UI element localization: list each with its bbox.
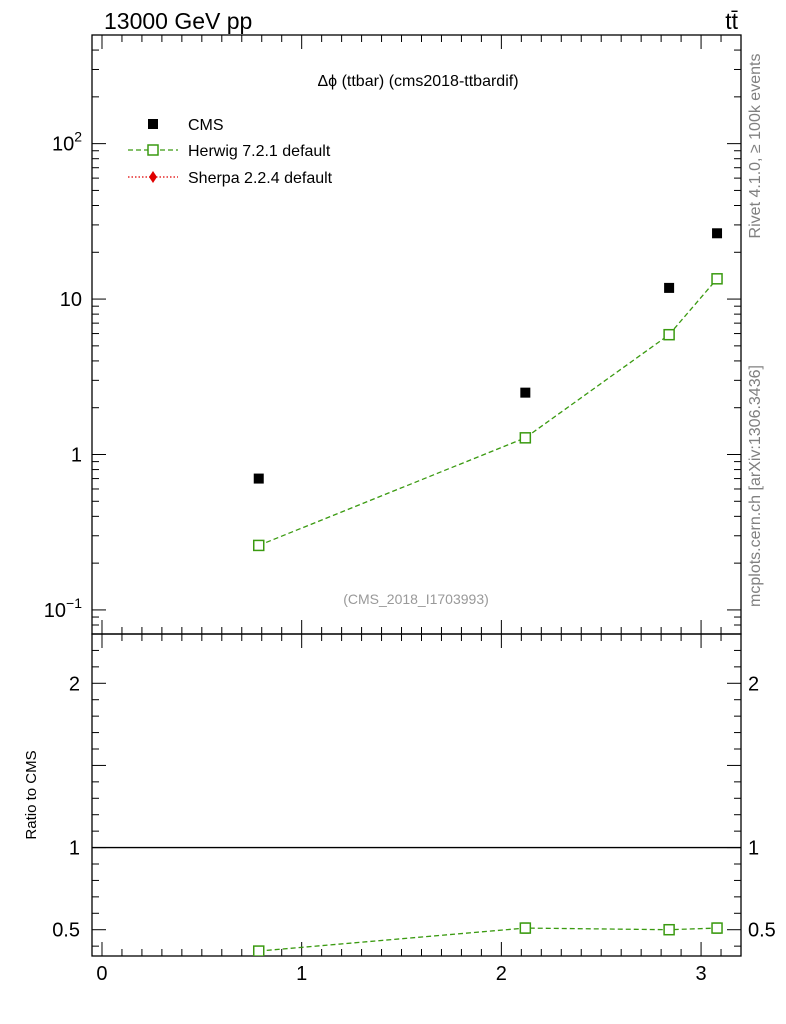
ratio-y-axis-label: Ratio to CMS — [23, 750, 40, 839]
x-tick-label: 2 — [496, 963, 507, 985]
rivet-label: Rivet 4.1.0, ≥ 100k events — [747, 54, 764, 239]
ratio-data-layer — [92, 846, 741, 956]
herwig-ratio-point — [519, 922, 532, 934]
herwig-point — [663, 328, 675, 341]
ratio-axis-ticks — [92, 634, 742, 956]
analysis-watermark: (CMS_2018_I1703993) — [343, 591, 489, 607]
x-tick-label: 1 — [296, 963, 307, 985]
herwig-ratio-point — [663, 923, 675, 936]
x-tick-labels: 0 1 2 3 — [96, 963, 706, 985]
main-y-tick-label: 10−1 — [44, 595, 82, 622]
legend-herwig-marker — [147, 144, 159, 156]
legend-cms-marker — [148, 119, 158, 129]
ratio-y-tick-label-right: 2 — [748, 673, 759, 695]
cms-point — [712, 228, 723, 239]
herwig-ratio-point — [711, 922, 723, 934]
ratio-y-tick-label-left: 1 — [69, 838, 80, 860]
ratio-y-tick-label-left: 2 — [69, 673, 80, 695]
main-y-tick-label: 10 — [60, 289, 82, 311]
main-axis-ticks — [92, 34, 742, 635]
herwig-ratio-line — [258, 927, 718, 952]
main-y-tick-label: 102 — [52, 129, 82, 156]
cms-point — [253, 473, 264, 484]
x-tick-label: 3 — [695, 963, 706, 985]
ratio-plot-panel: 0.5 0.5 1 1 2 2 0 1 2 3 Ratio to CMS — [23, 633, 776, 985]
herwig-line — [258, 278, 718, 547]
header-energy: 13000 GeV pp — [104, 8, 252, 34]
ratio-plot-frame — [91, 633, 742, 957]
plot-title: Δϕ (ttbar) (cms2018-ttbardif) — [317, 73, 518, 90]
legend-sherpa-label: Sherpa 2.2.4 default — [188, 170, 333, 187]
main-y-tick-label: 1 — [71, 444, 82, 466]
herwig-point — [519, 432, 532, 444]
mcplots-label: mcplots.cern.ch [arXiv:1306.3436] — [747, 365, 764, 607]
ratio-y-tick-label-right: 1 — [748, 838, 759, 860]
header-process: tt̄ — [725, 8, 738, 34]
legend-cms-label: CMS — [188, 117, 224, 134]
main-y-tick-labels: 10−1 1 10 102 — [44, 129, 82, 622]
ratio-y-tick-labels: 0.5 0.5 1 1 2 2 — [52, 673, 776, 941]
cms-point — [664, 282, 675, 293]
ratio-y-tick-label-right: 0.5 — [748, 920, 776, 942]
main-plot-panel: 10−1 1 10 102 Δϕ (ttbar) (cms2018-ttbardif)… — [44, 34, 742, 635]
ratio-y-tick-label-left: 0.5 — [52, 920, 80, 942]
herwig-ratio-point — [252, 945, 265, 956]
legend-herwig-label: Herwig 7.2.1 default — [188, 143, 331, 160]
herwig-point — [711, 273, 723, 285]
main-data-layer — [252, 228, 723, 552]
herwig-point — [252, 539, 265, 552]
x-tick-label: 0 — [96, 963, 107, 985]
legend-sherpa-marker — [149, 171, 157, 183]
legend: CMS Herwig 7.2.1 default Sherpa 2.2.4 defa… — [128, 117, 333, 187]
cms-point — [520, 387, 531, 398]
